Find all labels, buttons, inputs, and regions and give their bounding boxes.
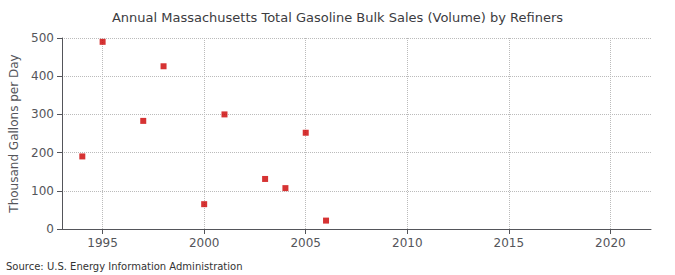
svg-text:2000: 2000: [189, 236, 220, 250]
svg-text:Thousand Gallons per Day: Thousand Gallons per Day: [7, 54, 21, 213]
svg-text:2020: 2020: [595, 236, 626, 250]
svg-text:100: 100: [31, 184, 54, 198]
svg-text:300: 300: [31, 107, 54, 121]
svg-text:Annual Massachusetts Total Gas: Annual Massachusetts Total Gasoline Bulk…: [112, 10, 563, 25]
svg-text:2010: 2010: [392, 236, 423, 250]
svg-text:200: 200: [31, 146, 54, 160]
svg-text:2015: 2015: [494, 236, 525, 250]
svg-text:500: 500: [31, 31, 54, 45]
svg-text:2005: 2005: [290, 236, 321, 250]
svg-text:Source: U.S. Energy Informatio: Source: U.S. Energy Information Administ…: [6, 261, 243, 272]
svg-text:0: 0: [46, 222, 54, 236]
svg-text:1995: 1995: [87, 236, 118, 250]
svg-text:400: 400: [31, 69, 54, 83]
